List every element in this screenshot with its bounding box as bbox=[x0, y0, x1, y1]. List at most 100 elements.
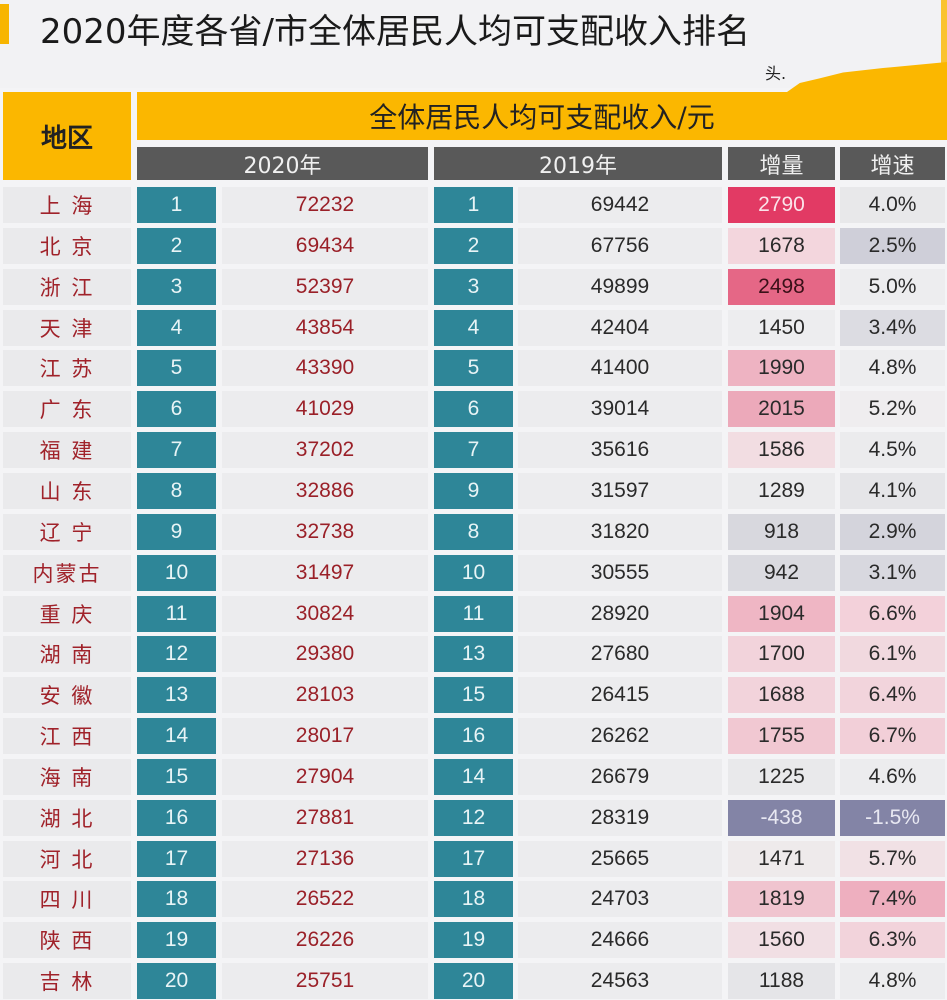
income-increase: 942 bbox=[728, 554, 835, 591]
table-row: 湖 南 12 29380 13 27680 1700 6.1% bbox=[0, 636, 947, 673]
income-2020: 43390 bbox=[222, 350, 428, 387]
table-row: 广 东 6 41029 6 39014 2015 5.2% bbox=[0, 391, 947, 428]
region-name: 湖 南 bbox=[3, 636, 131, 673]
growth-rate: 6.7% bbox=[840, 718, 945, 755]
region-name: 北 京 bbox=[3, 227, 131, 264]
table-row: 辽 宁 9 32738 8 31820 918 2.9% bbox=[0, 513, 947, 550]
region-name: 上 海 bbox=[3, 187, 131, 223]
rank-2020: 12 bbox=[137, 636, 216, 673]
header-growth-rate: 增速 bbox=[840, 147, 945, 180]
income-2019: 26262 bbox=[518, 718, 722, 755]
title-accent-bar bbox=[0, 4, 9, 44]
growth-rate: 4.8% bbox=[840, 963, 945, 1000]
rank-2019: 6 bbox=[434, 391, 513, 428]
table-row: 内蒙古 10 31497 10 30555 942 3.1% bbox=[0, 554, 947, 591]
rank-2019: 9 bbox=[434, 472, 513, 509]
region-name: 湖 北 bbox=[3, 799, 131, 836]
region-name: 天 津 bbox=[3, 309, 131, 346]
income-2020: 43854 bbox=[222, 309, 428, 346]
region-name: 广 东 bbox=[3, 391, 131, 428]
income-2019: 28319 bbox=[518, 799, 722, 836]
income-increase: 1755 bbox=[728, 718, 835, 755]
growth-rate: 7.4% bbox=[840, 881, 945, 918]
growth-rate: 5.2% bbox=[840, 391, 945, 428]
rank-2019: 4 bbox=[434, 309, 513, 346]
income-2019: 39014 bbox=[518, 391, 722, 428]
rank-2019: 18 bbox=[434, 881, 513, 918]
table-row: 吉 林 20 25751 20 24563 1188 4.8% bbox=[0, 963, 947, 1000]
rank-2020: 2 bbox=[137, 227, 216, 264]
income-2020: 28017 bbox=[222, 718, 428, 755]
rank-2019: 20 bbox=[434, 963, 513, 1000]
income-2020: 29380 bbox=[222, 636, 428, 673]
rank-2019: 16 bbox=[434, 718, 513, 755]
income-2020: 27881 bbox=[222, 799, 428, 836]
table-row: 海 南 15 27904 14 26679 1225 4.6% bbox=[0, 758, 947, 795]
income-increase: 1289 bbox=[728, 472, 835, 509]
income-increase: 1688 bbox=[728, 677, 835, 714]
header-region: 地区 bbox=[3, 92, 131, 180]
income-2020: 31497 bbox=[222, 554, 428, 591]
growth-rate: 2.9% bbox=[840, 513, 945, 550]
rank-2020: 4 bbox=[137, 309, 216, 346]
income-2019: 24563 bbox=[518, 963, 722, 1000]
rank-2020: 1 bbox=[137, 187, 216, 223]
table-row: 江 西 14 28017 16 26262 1755 6.7% bbox=[0, 718, 947, 755]
table-row: 重 庆 11 30824 11 28920 1904 6.6% bbox=[0, 595, 947, 632]
income-increase: 1560 bbox=[728, 922, 835, 959]
growth-rate: 6.3% bbox=[840, 922, 945, 959]
income-2020: 52397 bbox=[222, 268, 428, 305]
rank-2019: 10 bbox=[434, 554, 513, 591]
rank-2020: 11 bbox=[137, 595, 216, 632]
region-name: 山 东 bbox=[3, 472, 131, 509]
rank-2020: 18 bbox=[137, 881, 216, 918]
rank-2020: 17 bbox=[137, 840, 216, 877]
decorative-right-edge bbox=[941, 0, 947, 90]
growth-rate: 4.0% bbox=[840, 187, 945, 223]
income-2020: 27904 bbox=[222, 758, 428, 795]
income-2019: 26415 bbox=[518, 677, 722, 714]
income-increase: 1700 bbox=[728, 636, 835, 673]
growth-rate: 4.1% bbox=[840, 472, 945, 509]
income-2019: 27680 bbox=[518, 636, 722, 673]
region-name: 陕 西 bbox=[3, 922, 131, 959]
income-2020: 28103 bbox=[222, 677, 428, 714]
income-2019: 31597 bbox=[518, 472, 722, 509]
income-2019: 26679 bbox=[518, 758, 722, 795]
rank-2019: 5 bbox=[434, 350, 513, 387]
income-2019: 24703 bbox=[518, 881, 722, 918]
income-2020: 32886 bbox=[222, 472, 428, 509]
income-2019: 41400 bbox=[518, 350, 722, 387]
growth-rate: 4.5% bbox=[840, 432, 945, 469]
income-2019: 42404 bbox=[518, 309, 722, 346]
income-increase: 1450 bbox=[728, 309, 835, 346]
income-2019: 49899 bbox=[518, 268, 722, 305]
rank-2020: 19 bbox=[137, 922, 216, 959]
region-name: 安 徽 bbox=[3, 677, 131, 714]
decorative-yellow-shape bbox=[787, 62, 947, 92]
growth-rate: 5.7% bbox=[840, 840, 945, 877]
rank-2020: 6 bbox=[137, 391, 216, 428]
rank-2019: 8 bbox=[434, 513, 513, 550]
header-2019: 2019年 bbox=[434, 147, 722, 180]
growth-rate: 3.1% bbox=[840, 554, 945, 591]
growth-rate: 5.0% bbox=[840, 268, 945, 305]
region-name: 江 西 bbox=[3, 718, 131, 755]
rank-2019: 15 bbox=[434, 677, 513, 714]
income-2019: 35616 bbox=[518, 432, 722, 469]
rank-2020: 14 bbox=[137, 718, 216, 755]
growth-rate: 6.1% bbox=[840, 636, 945, 673]
header-income-title: 全体居民人均可支配收入/元 bbox=[137, 92, 947, 140]
income-2020: 27136 bbox=[222, 840, 428, 877]
rank-2019: 12 bbox=[434, 799, 513, 836]
rank-2019: 7 bbox=[434, 432, 513, 469]
growth-rate: 4.6% bbox=[840, 758, 945, 795]
income-2020: 26226 bbox=[222, 922, 428, 959]
rank-2019: 17 bbox=[434, 840, 513, 877]
table-row: 陕 西 19 26226 19 24666 1560 6.3% bbox=[0, 922, 947, 959]
rank-2020: 15 bbox=[137, 758, 216, 795]
title-bar: 2020年度各省/市全体居民人均可支配收入排名 头. bbox=[0, 0, 947, 92]
rank-2020: 13 bbox=[137, 677, 216, 714]
income-2020: 30824 bbox=[222, 595, 428, 632]
income-increase: 2015 bbox=[728, 391, 835, 428]
